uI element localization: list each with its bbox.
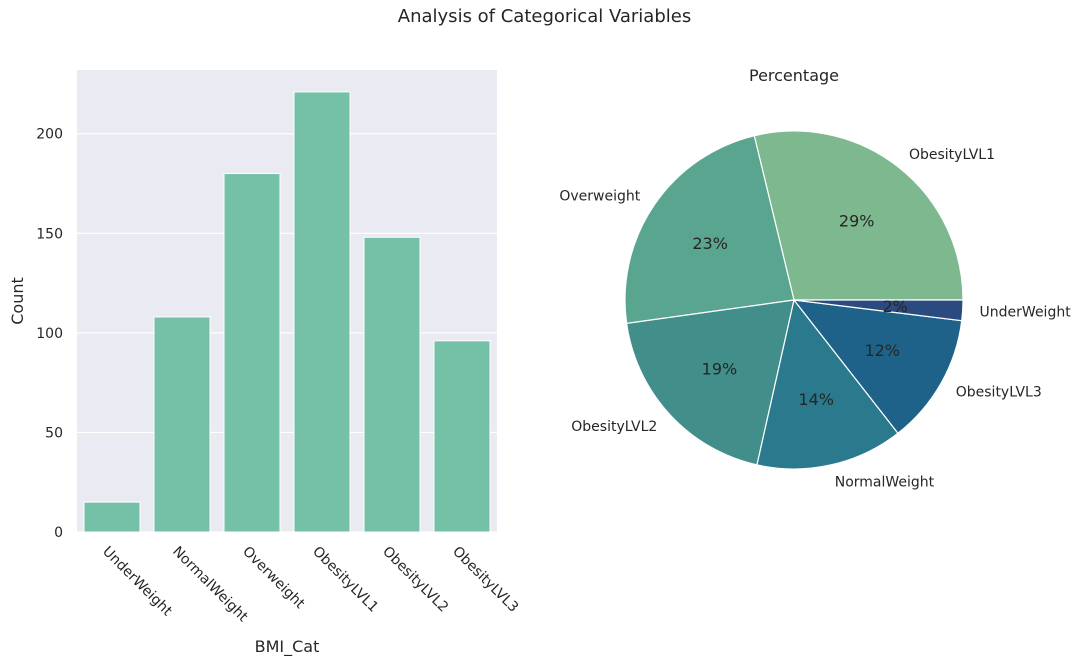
pie-label: UnderWeight [980,304,1072,320]
pie-label: NormalWeight [835,474,935,490]
pie-slice-normalweight [756,298,899,470]
bar-xtick-label: Overweight [239,544,308,613]
figure-title: Analysis of Categorical Variables [397,6,692,27]
pie-slice-obesitylvl3 [792,299,963,435]
bar-xtick-label: ObesityLVL1 [309,544,381,616]
bar-xtick-label: ObesityLVL3 [449,544,521,616]
bar-chart: 0 50 100 150 200 UnderWeightNormalWeightOver… [8,70,521,657]
pie-slice-underweight [793,299,964,322]
bar-ytick-label: 50 [45,425,63,441]
pie-pct-label: 29% [839,211,875,230]
bar-xtick-label: UnderWeight [99,544,175,620]
bar-obesitylvl1 [293,91,351,533]
bar-ytick-label: 0 [54,525,63,541]
pie-title: Percentage [749,66,839,85]
bar-ylabel: Count [8,277,27,325]
bar-plot-area [77,70,497,532]
bar-xtick-label: ObesityLVL2 [379,544,451,616]
pie-pct-label: 19% [702,360,738,379]
pie-label: ObesityLVL1 [909,147,995,163]
bar-normalweight [153,316,211,533]
pie-label: ObesityLVL2 [571,419,657,435]
pie-pct-label: 23% [692,234,728,253]
bar-ytick-label: 200 [36,127,63,143]
pie-slice-obesitylvl1 [753,130,964,301]
bar-obesitylvl3 [433,340,491,533]
pie-label: Overweight [559,188,640,204]
bar-ytick-label: 100 [36,326,63,342]
pie-pct-label: 12% [864,341,900,360]
bar-xtick-label: NormalWeight [169,544,251,626]
bar-obesitylvl2 [363,236,421,533]
pie-pct-label: 2% [883,297,908,316]
bar-overweight [223,173,281,533]
bar-underweight [83,501,141,533]
pie-label: ObesityLVL3 [956,385,1042,401]
bar-ytick-label: 150 [36,226,63,242]
pie-chart: Percentage ObesityLVL1 29% Overweight 23% Ob… [559,66,1072,490]
pie-slice-obesitylvl2 [625,299,795,466]
bar-xlabel: BMI_Cat [255,637,320,657]
pie-pct-label: 14% [798,390,834,409]
pie-slice-overweight [624,135,795,325]
